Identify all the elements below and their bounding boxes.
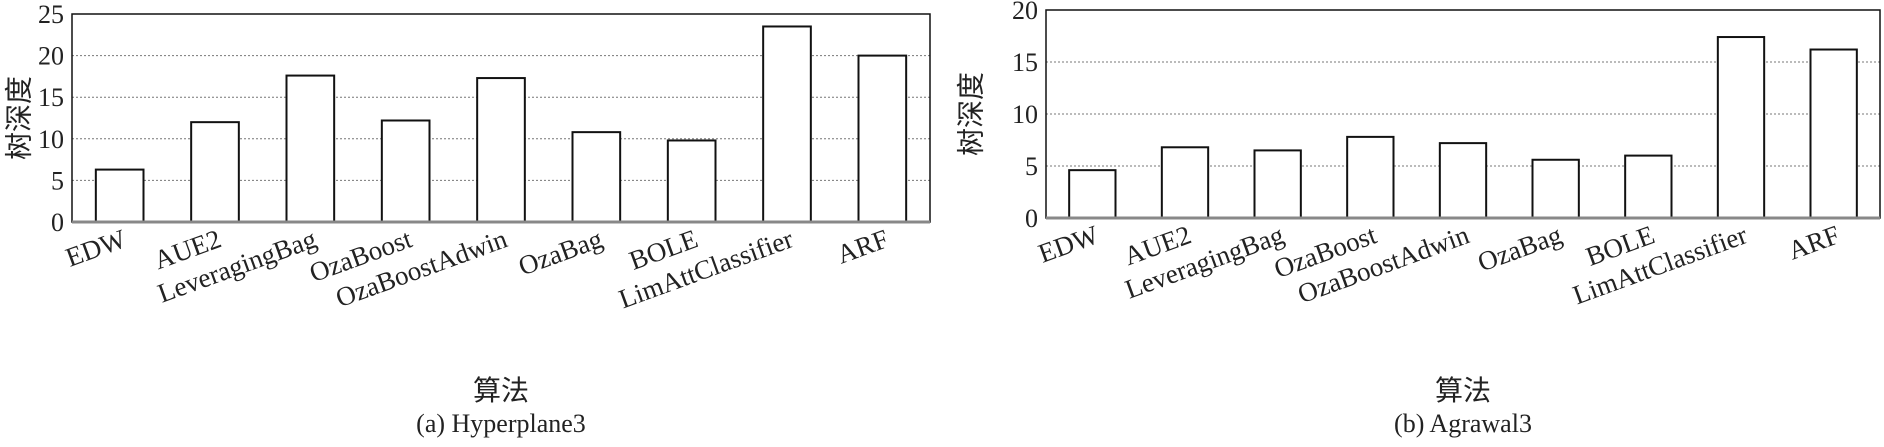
y-tick-label: 15: [38, 83, 64, 112]
y-tick-label: 5: [51, 166, 64, 195]
bar-bole: [1624, 154, 1673, 220]
x-tick-label: OzaBag: [1474, 219, 1566, 277]
y-tick-label: 5: [1025, 152, 1038, 181]
bar-edw: [94, 168, 145, 223]
panel-caption: (b) Agrawal3: [1394, 409, 1532, 438]
bar-ozaboostadwin: [1438, 142, 1488, 219]
bar-aue2: [1160, 146, 1210, 219]
y-tick-label: 0: [51, 208, 64, 237]
bar-ozaboost: [1346, 135, 1395, 220]
y-tick-label: 10: [1012, 100, 1038, 129]
bar-limattclassifier: [1716, 36, 1766, 220]
panel-caption: (a) Hyperplane3: [416, 409, 586, 438]
y-tick-label: 20: [38, 42, 64, 71]
bar-leveragingbag: [285, 74, 336, 224]
bar-ozaboost: [380, 119, 431, 223]
bar-arf: [1809, 48, 1858, 219]
x-axis-title: 算法: [1435, 375, 1491, 407]
y-tick-label: 15: [1012, 48, 1038, 77]
bar-edw: [1068, 169, 1117, 220]
y-tick-label: 25: [38, 0, 64, 29]
bar-ozaboostadwin: [476, 77, 526, 224]
y-axis-title: 树深度: [3, 76, 35, 160]
bar-aue2: [190, 121, 240, 223]
x-tick-label: ARF: [833, 223, 893, 269]
bar-ozabag: [1531, 158, 1580, 219]
x-tick-label: EDW: [1034, 219, 1103, 268]
x-axis-title: 算法: [473, 375, 529, 407]
y-tick-label: 20: [1012, 0, 1038, 25]
bar-ozabag: [571, 131, 622, 223]
y-tick-label: 0: [1025, 204, 1038, 233]
bar-leveragingbag: [1253, 149, 1302, 219]
y-tick-label: 10: [38, 125, 64, 154]
y-axis-title: 树深度: [955, 72, 987, 156]
bar-arf: [857, 54, 908, 223]
x-tick-label: EDW: [62, 223, 131, 272]
x-tick-label: OzaBag: [514, 223, 606, 281]
bar-limattclassifier: [762, 25, 812, 224]
x-tick-label: ARF: [1784, 219, 1844, 265]
bar-bole: [666, 139, 717, 224]
